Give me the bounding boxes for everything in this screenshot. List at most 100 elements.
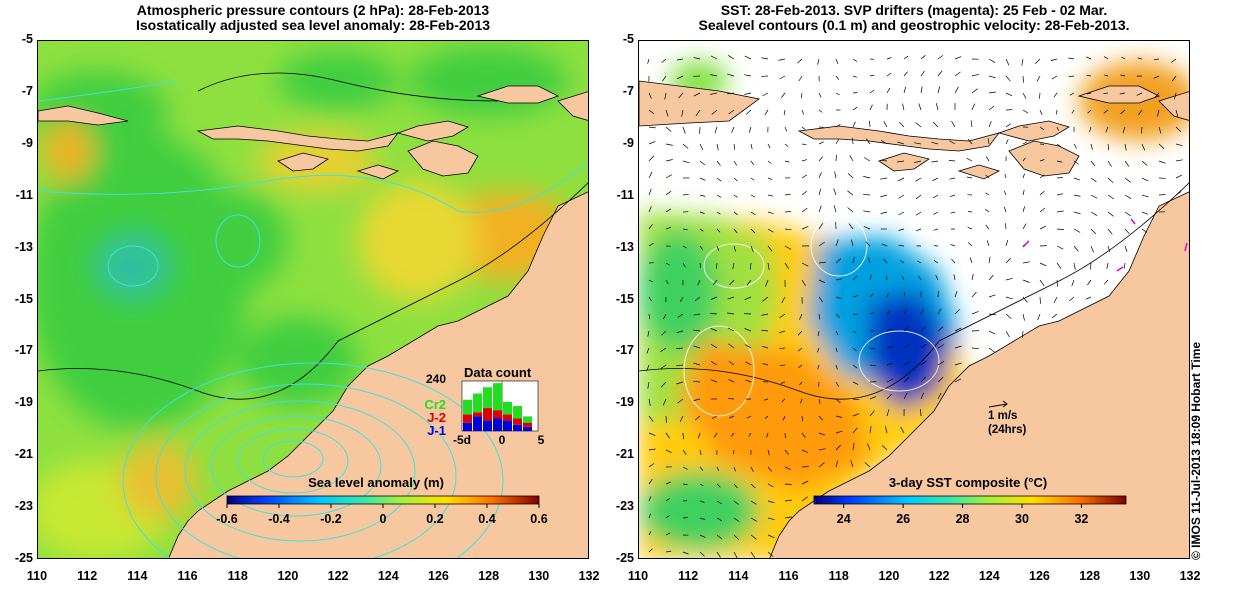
velocity-arrow [682, 126, 686, 134]
velocity-arrow [1121, 56, 1126, 60]
velocity-arrow [847, 173, 854, 179]
velocity-arrow [727, 73, 735, 77]
colorbar-tick-label: 0.4 [478, 512, 495, 526]
velocity-arrow [1021, 58, 1024, 66]
velocity-arrow [767, 143, 771, 149]
velocity-arrow [744, 92, 752, 95]
velocity-arrow [711, 415, 718, 419]
velocity-arrow [678, 92, 684, 99]
velocity-arrow [767, 466, 773, 472]
velocity-arrow [699, 466, 704, 471]
velocity-arrow [801, 190, 808, 196]
velocity-arrow [663, 313, 667, 320]
right-lat-label: -21 [615, 447, 634, 462]
velocity-arrow [699, 449, 702, 456]
velocity-arrow [748, 432, 752, 437]
velocity-arrow [716, 500, 722, 505]
velocity-arrow [835, 313, 840, 318]
velocity-arrow [903, 71, 908, 77]
left-lat-label: -5 [21, 32, 33, 46]
velocity-arrow [1120, 74, 1126, 77]
velocity-arrow [863, 226, 871, 230]
velocity-arrow [835, 278, 843, 281]
velocity-arrow [1158, 160, 1166, 164]
velocity-arrow [818, 241, 825, 247]
velocity-arrow [886, 346, 893, 349]
right-title-line1: SST: 28-Feb-2013. SVP drifters (magenta)… [720, 2, 1108, 18]
velocity-arrow [1153, 75, 1160, 79]
velocity-arrow [762, 363, 769, 366]
velocity-arrow [761, 313, 769, 316]
velocity-arrow [920, 55, 926, 60]
velocity-arrow [716, 211, 721, 215]
velocity-scale: 1 m/s (24hrs) [988, 400, 1027, 436]
velocity-arrow [1124, 245, 1128, 252]
colorbar-tick-label: -0.4 [268, 512, 290, 526]
velocity-arrow [886, 72, 892, 77]
velocity-arrow [699, 160, 706, 166]
colorbar-tick-label: 28 [956, 512, 970, 526]
velocity-arrow [868, 257, 871, 264]
velocity-arrow [988, 105, 995, 111]
velocity-arrow [1175, 191, 1182, 196]
velocity-arrow [648, 513, 651, 519]
left-lon-label: 122 [327, 569, 349, 583]
velocity-arrow [648, 92, 652, 99]
velocity-arrow [665, 174, 672, 179]
velocity-arrow [1073, 228, 1081, 233]
velocity-arrow [914, 142, 922, 145]
velocity-arrow [1003, 206, 1007, 213]
velocity-arrow [750, 194, 756, 198]
velocity-arrow [1087, 92, 1092, 95]
velocity-arrow [779, 347, 786, 350]
j1-count-bar [513, 424, 522, 431]
velocity-arrow [835, 460, 839, 468]
velocity-arrow [665, 126, 672, 132]
velocity-arrow [1175, 159, 1183, 162]
velocity-arrow [971, 273, 974, 281]
velocity-arrow [1124, 160, 1130, 167]
velocity-arrow [716, 228, 721, 233]
velocity-arrow [693, 380, 701, 383]
velocity-arrow [835, 364, 838, 370]
velocity-arrow [1103, 109, 1109, 114]
velocity-arrow [761, 57, 769, 60]
velocity-arrow [732, 262, 735, 270]
velocity-arrow [937, 55, 944, 60]
velocity-arrow [1056, 279, 1058, 287]
velocity-arrow [988, 313, 996, 316]
velocity-arrow [1141, 126, 1143, 134]
velocity-arrow [818, 172, 822, 179]
velocity-arrow [660, 381, 667, 388]
velocity-arrow [937, 308, 942, 315]
velocity-arrow [1136, 92, 1143, 96]
velocity-arrow [883, 258, 888, 264]
velocity-arrow [918, 275, 922, 281]
velocity-arrow [710, 379, 718, 383]
velocity-arrow [746, 109, 752, 115]
data-count-title: Data count [464, 365, 532, 380]
velocity-arrow [1105, 126, 1109, 133]
velocity-arrow [971, 103, 976, 111]
velocity-arrow [848, 223, 854, 230]
right-lon-label: 126 [1029, 569, 1050, 583]
velocity-arrow [1124, 194, 1132, 199]
velocity-arrow [801, 449, 808, 453]
sst-colorbar-label: 3-day SST composite (°C) [889, 475, 1047, 490]
velocity-arrow [1073, 143, 1077, 149]
velocity-arrow [767, 517, 775, 521]
velocity-arrow [693, 398, 701, 401]
velocity-arrow [648, 242, 654, 247]
velocity-arrow [730, 432, 735, 437]
velocity-arrow [710, 55, 718, 60]
velocity-arrow [801, 262, 809, 267]
right-lat-label: -9 [622, 135, 634, 150]
right-lon-label: 112 [678, 569, 699, 583]
velocity-arrow [1087, 109, 1092, 114]
velocity-arrow [784, 466, 791, 471]
bathymetry-contour [38, 182, 588, 400]
velocity-arrow [699, 517, 706, 520]
velocity-arrow [646, 347, 650, 354]
velocity-arrow [716, 551, 721, 558]
velocity-arrow [869, 426, 872, 434]
